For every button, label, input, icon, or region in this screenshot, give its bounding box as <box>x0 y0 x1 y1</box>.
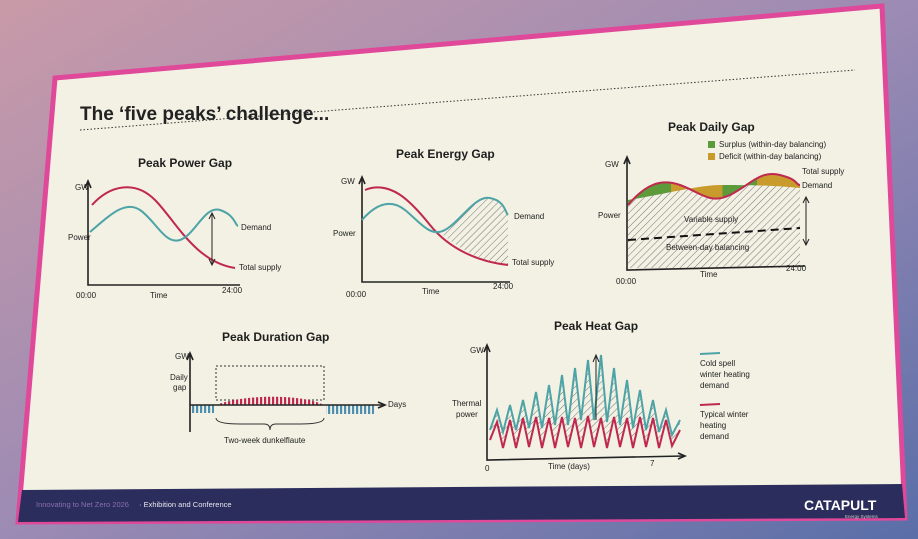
label: 00:00 <box>346 290 367 299</box>
label: Demand <box>241 223 271 232</box>
label: 7 <box>650 459 655 468</box>
label: Total supply <box>239 263 281 272</box>
label: GW <box>75 183 89 192</box>
event-name: Innovating to Net Zero 2026 <box>36 500 129 509</box>
surplus-bars <box>326 405 374 414</box>
label: Thermal <box>452 399 482 408</box>
label: Days <box>388 400 406 409</box>
panel-title: Peak Heat Gap <box>554 319 638 333</box>
label: Power <box>68 233 91 242</box>
legend-label: demand <box>700 381 729 390</box>
label: Time <box>422 287 440 296</box>
scene: The ‘five peaks’ challenge... Peak Power… <box>0 0 918 539</box>
label: 00:00 <box>76 291 97 300</box>
page: The ‘five peaks’ challenge... Peak Power… <box>0 0 918 539</box>
logo-sub: Energy Systems <box>845 514 879 519</box>
label: Between-day balancing <box>666 243 749 252</box>
label: Power <box>333 229 356 238</box>
legend-line <box>700 353 720 354</box>
label: 24:00 <box>786 264 807 273</box>
logo: CATAPULT <box>804 497 877 513</box>
label: GW <box>175 352 189 361</box>
label: Daily <box>170 373 188 382</box>
panel-title: Peak Power Gap <box>138 156 232 170</box>
legend-swatch <box>708 141 715 148</box>
legend-swatch <box>708 153 715 160</box>
label: Total supply <box>512 258 554 267</box>
legend-label: demand <box>700 432 729 441</box>
panel-title: Peak Duration Gap <box>222 330 329 344</box>
label: 0 <box>485 464 490 473</box>
label: gap <box>173 383 187 392</box>
legend-line <box>700 404 720 405</box>
surplus-bars <box>192 405 214 413</box>
panel-title: Peak Energy Gap <box>396 147 495 161</box>
slide-title: The ‘five peaks’ challenge... <box>80 104 329 125</box>
label: Demand <box>802 181 832 190</box>
legend-label: Surplus (within-day balancing) <box>719 140 827 149</box>
label: GW <box>341 177 355 186</box>
label: Time (days) <box>548 462 590 471</box>
conference-name: · Exhibition and Conference <box>139 500 232 509</box>
label: 24:00 <box>222 286 243 295</box>
label: GW <box>605 160 619 169</box>
legend-label: Deficit (within-day balancing) <box>719 152 822 161</box>
label: Variable supply <box>684 215 738 224</box>
label: Time <box>700 270 718 279</box>
legend-label: Cold spell <box>700 359 735 368</box>
legend-label: Typical winter <box>700 410 749 419</box>
label: Time <box>150 291 168 300</box>
legend-label: heating <box>700 421 726 430</box>
label: 00:00 <box>616 277 637 286</box>
label: 24:00 <box>493 282 514 291</box>
label: Total supply <box>802 167 844 176</box>
label: power <box>456 410 478 419</box>
legend-label: winter heating <box>699 370 750 379</box>
label: GW <box>470 346 484 355</box>
label: Power <box>598 211 621 220</box>
panel-title: Peak Daily Gap <box>668 120 755 134</box>
label: Demand <box>514 212 544 221</box>
label: Two-week dunkelflaute <box>224 436 306 445</box>
